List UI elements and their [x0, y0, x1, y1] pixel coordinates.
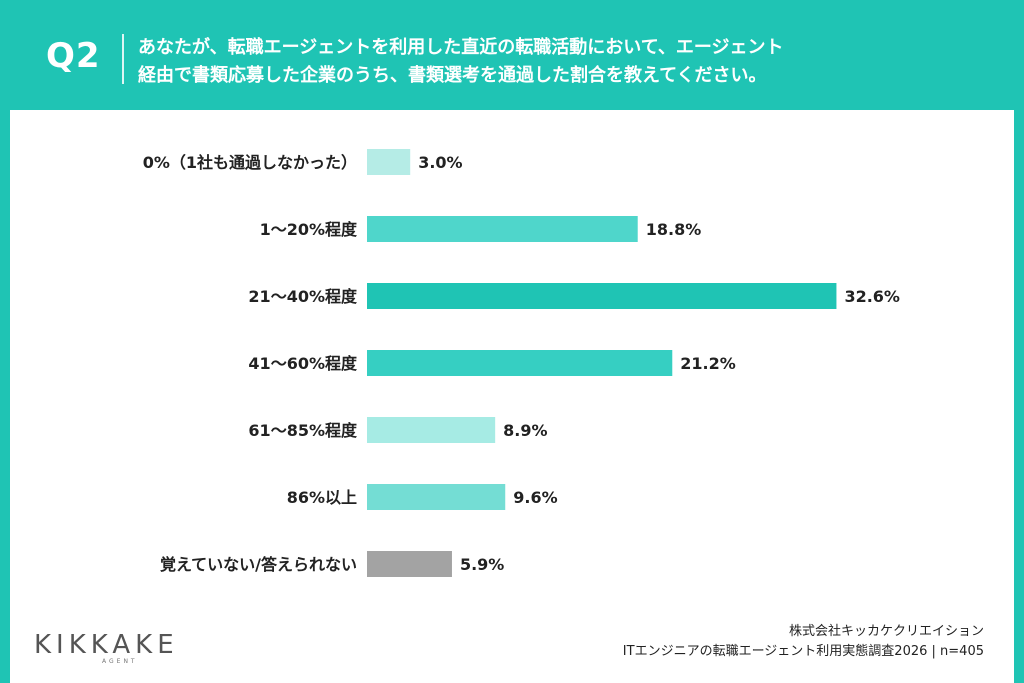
- bar: [367, 551, 452, 577]
- bar: [367, 350, 673, 376]
- bar-chart: 0%（1社も通過しなかった） 3.0% 1〜20%程度 18.8% 21〜40%程度 32…: [143, 149, 900, 577]
- value-label: 21.2%: [680, 354, 736, 373]
- value-label: 32.6%: [844, 287, 900, 306]
- bar: [367, 417, 496, 443]
- chart-panel: 0%（1社も通過しなかった） 3.0% 1〜20%程度 18.8% 21〜40%程度 32…: [10, 110, 1014, 683]
- footer-company: 株式会社キッカケクリエイション: [788, 624, 984, 639]
- bar: [367, 216, 638, 242]
- header-divider: [122, 34, 124, 84]
- question-header: Q2 あなたが、転職エージェントを利用した直近の転職活動において、エージェント …: [0, 0, 1024, 110]
- bar: [367, 283, 837, 309]
- value-label: 18.8%: [646, 220, 702, 239]
- question-line-1: あなたが、転職エージェントを利用した直近の転職活動において、エージェント: [138, 37, 784, 58]
- question-number: Q2: [46, 36, 101, 76]
- category-label: 21〜40%程度: [248, 287, 358, 306]
- category-label: 0%（1社も通過しなかった）: [143, 153, 357, 172]
- source-footer: 株式会社キッカケクリエイション ITエンジニアの転職エージェント利用実態調査20…: [623, 622, 984, 662]
- logo-subtext: AGENT: [102, 658, 138, 665]
- bar: [367, 149, 411, 175]
- value-label: 9.6%: [513, 488, 557, 507]
- category-label: 61〜85%程度: [248, 421, 358, 440]
- value-label: 8.9%: [503, 421, 547, 440]
- bar: [367, 484, 506, 510]
- category-label: 41〜60%程度: [248, 354, 358, 373]
- category-label: 覚えていない/答えられない: [160, 555, 357, 574]
- question-line-2: 経由で書類応募した企業のうち、書類選考を通過した割合を教えてください。: [138, 65, 767, 86]
- value-label: 5.9%: [460, 555, 504, 574]
- question-text: あなたが、転職エージェントを利用した直近の転職活動において、エージェント 経由で…: [138, 34, 998, 90]
- value-label: 3.0%: [418, 153, 462, 172]
- kikkake-logo: KIKKAKE AGENT: [34, 630, 179, 665]
- logo-text: KIKKAKE: [34, 630, 179, 660]
- category-label: 1〜20%程度: [260, 220, 358, 239]
- footer-survey: ITエンジニアの転職エージェント利用実態調査2026 | n=405: [622, 644, 984, 659]
- category-label: 86%以上: [287, 488, 357, 507]
